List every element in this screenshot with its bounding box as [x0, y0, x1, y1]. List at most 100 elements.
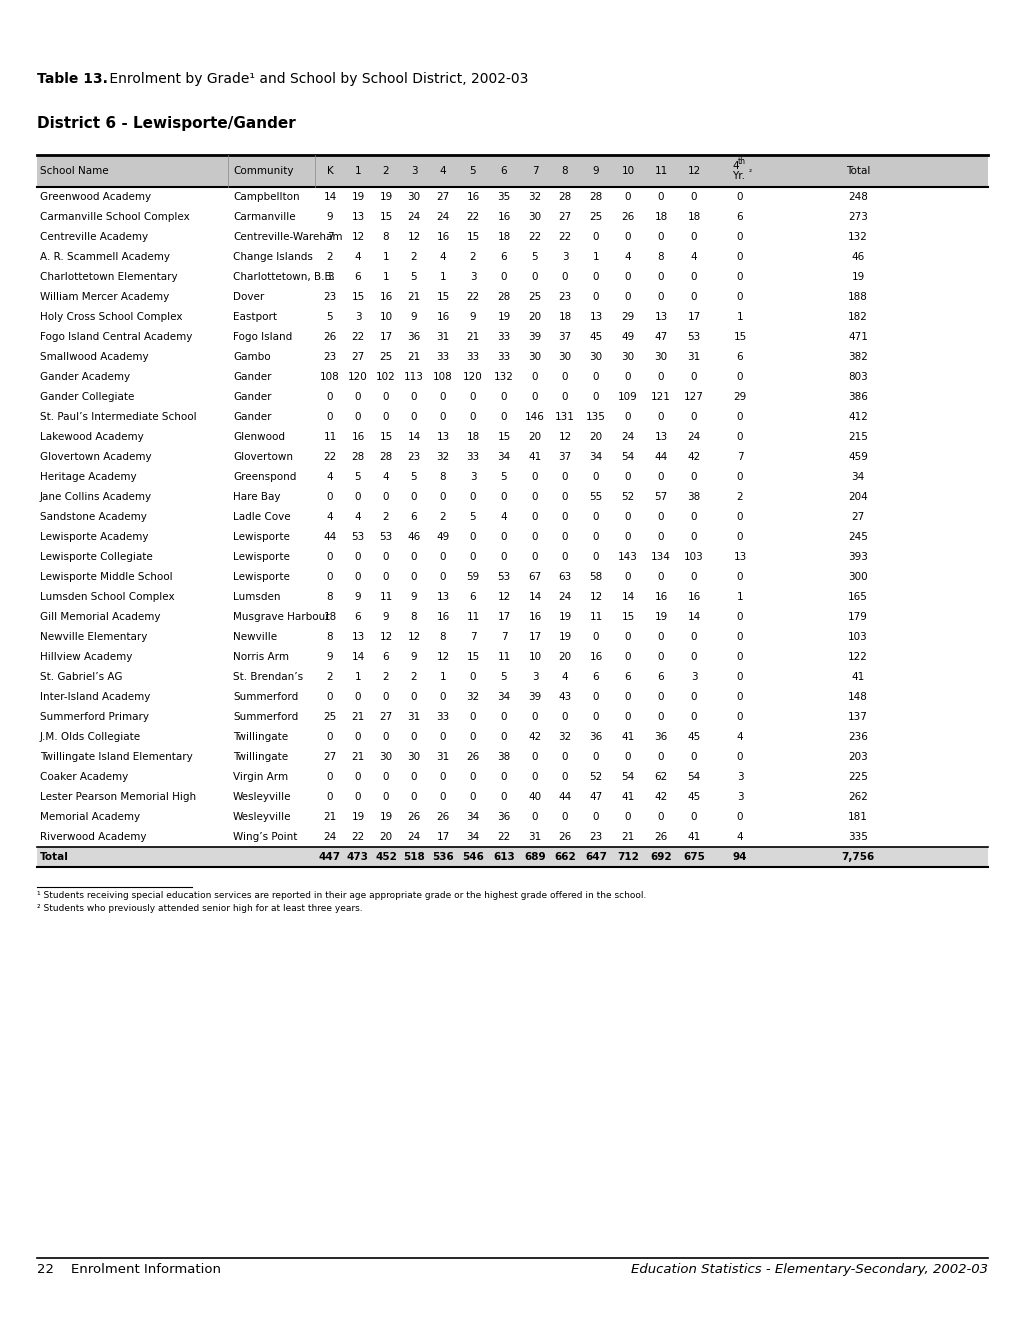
Text: 0: 0	[657, 512, 663, 521]
Text: 0: 0	[382, 412, 389, 422]
Text: 0: 0	[592, 232, 599, 242]
Text: 32: 32	[528, 191, 541, 202]
Text: 16: 16	[687, 591, 700, 602]
Text: 0: 0	[382, 692, 389, 702]
Text: 24: 24	[407, 213, 420, 222]
Text: 10: 10	[379, 312, 392, 322]
Text: 24: 24	[407, 832, 420, 842]
Text: 42: 42	[687, 451, 700, 462]
Text: 24: 24	[323, 832, 336, 842]
Text: 21: 21	[351, 711, 364, 722]
Text: Eastport: Eastport	[232, 312, 277, 322]
Text: 15: 15	[497, 432, 511, 442]
Text: 41: 41	[621, 792, 634, 803]
Text: 120: 120	[347, 372, 368, 381]
Text: 16: 16	[528, 612, 541, 622]
Text: 7: 7	[500, 632, 506, 642]
Text: 613: 613	[492, 851, 515, 862]
Text: 12: 12	[497, 591, 511, 602]
Text: 53: 53	[379, 532, 392, 543]
Text: 14: 14	[351, 652, 364, 663]
Text: 245: 245	[847, 532, 867, 543]
Text: 0: 0	[470, 792, 476, 803]
Text: 143: 143	[618, 552, 637, 562]
Text: 0: 0	[326, 392, 333, 403]
Text: 9: 9	[592, 166, 599, 176]
Text: 0: 0	[592, 552, 599, 562]
Text: 12: 12	[687, 166, 700, 176]
Text: 26: 26	[407, 812, 420, 822]
Text: Holy Cross School Complex: Holy Cross School Complex	[40, 312, 182, 322]
Text: 16: 16	[379, 292, 392, 302]
Text: 27: 27	[436, 191, 449, 202]
Text: th: th	[738, 157, 745, 166]
Text: Memorial Academy: Memorial Academy	[40, 812, 140, 822]
Text: 14: 14	[407, 432, 420, 442]
Text: 0: 0	[592, 692, 599, 702]
Text: 38: 38	[497, 752, 511, 762]
Text: 2: 2	[326, 672, 333, 682]
Text: 4: 4	[355, 252, 361, 261]
Text: 135: 135	[586, 412, 605, 422]
Text: 2: 2	[411, 672, 417, 682]
Text: 0: 0	[736, 512, 743, 521]
Text: 12: 12	[351, 232, 364, 242]
Text: 137: 137	[847, 711, 867, 722]
Text: 9: 9	[355, 591, 361, 602]
Text: 0: 0	[624, 572, 631, 582]
Text: 0: 0	[690, 473, 697, 482]
Text: 15: 15	[436, 292, 449, 302]
Text: Newville: Newville	[232, 632, 277, 642]
Text: 26: 26	[466, 752, 479, 762]
Text: 8: 8	[439, 473, 446, 482]
Text: 689: 689	[524, 851, 545, 862]
Text: 0: 0	[531, 532, 538, 543]
Text: 36: 36	[407, 333, 420, 342]
Text: 15: 15	[733, 333, 746, 342]
Text: 386: 386	[847, 392, 867, 403]
Text: 0: 0	[382, 392, 389, 403]
Text: Lewisporte Middle School: Lewisporte Middle School	[40, 572, 172, 582]
Text: 0: 0	[690, 372, 697, 381]
Text: 22: 22	[466, 213, 479, 222]
Text: Twillingate Island Elementary: Twillingate Island Elementary	[40, 752, 193, 762]
Text: 0: 0	[736, 612, 743, 622]
Text: 131: 131	[554, 412, 575, 422]
Text: Gill Memorial Academy: Gill Memorial Academy	[40, 612, 160, 622]
Text: 57: 57	[654, 492, 667, 502]
Text: 52: 52	[589, 772, 602, 781]
Text: 0: 0	[531, 812, 538, 822]
Text: Community: Community	[232, 166, 293, 176]
Text: 0: 0	[690, 512, 697, 521]
Text: 47: 47	[654, 333, 667, 342]
Text: Riverwood Academy: Riverwood Academy	[40, 832, 147, 842]
Text: 5: 5	[500, 473, 506, 482]
Text: Total: Total	[40, 851, 69, 862]
Text: Lewisporte: Lewisporte	[232, 532, 289, 543]
Text: 13: 13	[436, 591, 449, 602]
Text: 0: 0	[624, 652, 631, 663]
Text: 4: 4	[624, 252, 631, 261]
Text: 33: 33	[436, 711, 449, 722]
Text: Summerford: Summerford	[232, 711, 298, 722]
Text: 34: 34	[851, 473, 864, 482]
Text: Summerford Primary: Summerford Primary	[40, 711, 149, 722]
Text: Hare Bay: Hare Bay	[232, 492, 280, 502]
Text: 0: 0	[657, 752, 663, 762]
Text: 0: 0	[592, 812, 599, 822]
Text: 0: 0	[439, 552, 446, 562]
Text: 0: 0	[561, 372, 568, 381]
Text: 4: 4	[326, 512, 333, 521]
Text: 9: 9	[326, 213, 333, 222]
Text: 0: 0	[592, 372, 599, 381]
Text: 0: 0	[326, 792, 333, 803]
Text: K: K	[326, 166, 333, 176]
Text: 21: 21	[407, 292, 420, 302]
Text: Carmanville: Carmanville	[232, 213, 296, 222]
Text: 0: 0	[624, 372, 631, 381]
Text: 12: 12	[407, 232, 420, 242]
Text: 4: 4	[561, 672, 568, 682]
Text: 0: 0	[624, 812, 631, 822]
Text: 0: 0	[500, 392, 506, 403]
Text: 27: 27	[323, 752, 336, 762]
